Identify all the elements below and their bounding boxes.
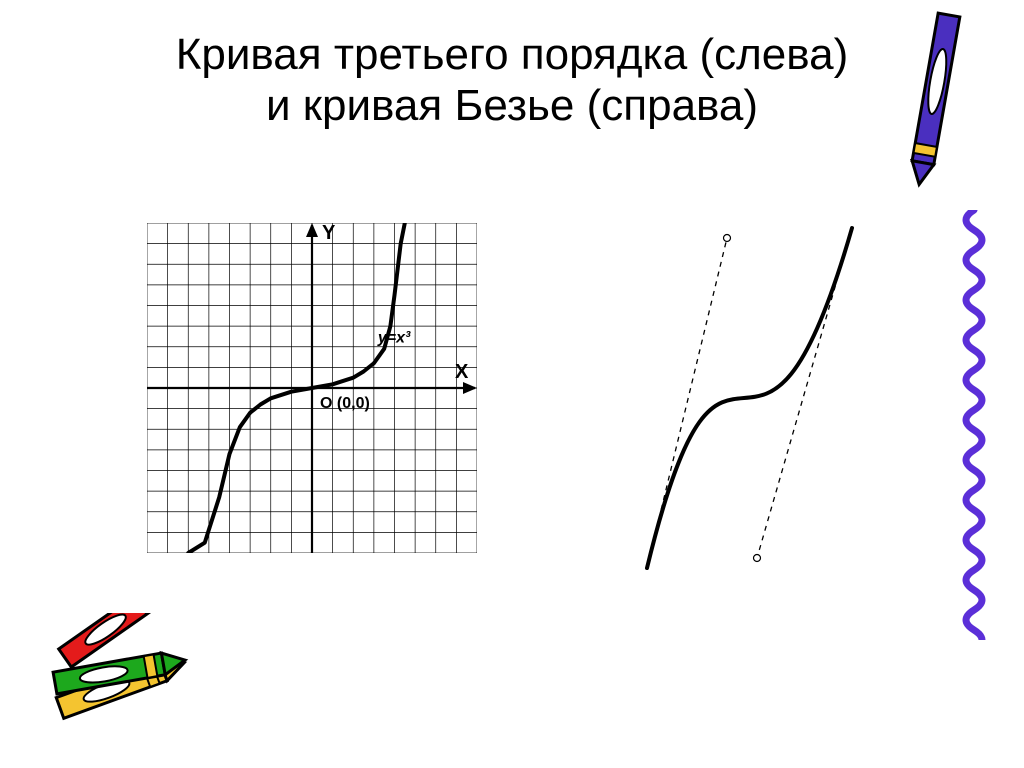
svg-text:Y: Y: [322, 223, 336, 244]
title-line1: Кривая третьего порядка (слева): [176, 30, 849, 79]
title-line2: и кривая Безье (справа): [266, 81, 758, 130]
figures-row: Y Xy=x³ O (0,0): [0, 160, 1024, 620]
left-chart-panel: Y Xy=x³ O (0,0): [147, 223, 477, 558]
svg-text:y=x³: y=x³: [377, 329, 411, 346]
crayon-group-bottom-left-icon: [40, 613, 220, 748]
right-chart-panel: [597, 198, 877, 583]
svg-text:X: X: [455, 361, 469, 383]
cubic-curve-chart: Y Xy=x³ O (0,0): [147, 223, 477, 553]
bezier-curve-chart: [597, 198, 877, 578]
page-title: Кривая третьего порядка (слева) и кривая…: [37, 30, 987, 131]
svg-text:O (0,0): O (0,0): [320, 395, 370, 412]
